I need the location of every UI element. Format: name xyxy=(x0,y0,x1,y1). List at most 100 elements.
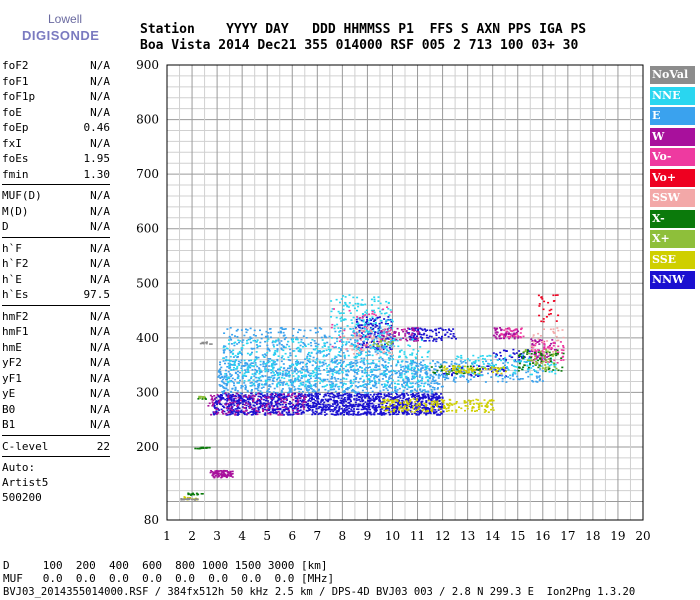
data-point xyxy=(504,335,507,337)
data-point xyxy=(455,368,458,370)
data-point xyxy=(427,380,430,383)
data-point xyxy=(240,329,243,331)
data-point xyxy=(366,383,369,385)
data-point xyxy=(314,385,317,388)
series-nne xyxy=(222,294,558,389)
data-point xyxy=(250,365,253,367)
data-point xyxy=(219,377,222,379)
data-point xyxy=(227,396,230,398)
data-point xyxy=(340,320,343,322)
data-point xyxy=(288,411,291,413)
data-point xyxy=(295,412,298,415)
data-point xyxy=(312,375,315,378)
data-point xyxy=(318,360,321,363)
data-point xyxy=(365,337,368,339)
data-point xyxy=(472,354,475,357)
data-point xyxy=(312,360,315,362)
data-point xyxy=(265,381,267,383)
data-point xyxy=(336,395,339,398)
data-point xyxy=(433,402,436,405)
data-point xyxy=(276,374,279,376)
data-point xyxy=(228,362,231,365)
data-point xyxy=(276,377,279,380)
data-point xyxy=(378,399,381,401)
data-point xyxy=(372,339,375,342)
data-point xyxy=(548,313,551,316)
data-point xyxy=(379,412,382,414)
data-point xyxy=(346,387,349,389)
data-point xyxy=(331,361,334,364)
data-point xyxy=(495,363,497,366)
data-point xyxy=(361,299,364,301)
data-point xyxy=(274,370,277,372)
data-point xyxy=(366,378,369,380)
data-point xyxy=(552,362,555,364)
data-point xyxy=(378,368,381,370)
data-point xyxy=(223,377,226,379)
data-point xyxy=(429,385,432,387)
data-point xyxy=(223,406,225,408)
data-point xyxy=(523,361,526,363)
data-point xyxy=(290,402,293,404)
data-point xyxy=(436,399,438,402)
data-point xyxy=(277,340,280,342)
data-point xyxy=(414,327,417,329)
data-point xyxy=(562,359,565,361)
data-point xyxy=(336,403,339,406)
data-point xyxy=(220,472,223,475)
data-point xyxy=(369,341,372,344)
data-point xyxy=(281,391,284,393)
data-point xyxy=(344,296,347,298)
data-point xyxy=(289,413,292,416)
data-point xyxy=(335,411,338,413)
data-point xyxy=(252,404,255,407)
data-point xyxy=(239,395,242,397)
data-point xyxy=(221,405,224,407)
auto-label: Auto: xyxy=(2,461,36,474)
data-point xyxy=(267,376,270,379)
data-point xyxy=(555,320,558,322)
data-point xyxy=(386,328,389,330)
data-point xyxy=(249,363,252,365)
data-point xyxy=(540,320,543,323)
data-point xyxy=(407,394,410,396)
data-point xyxy=(266,352,269,354)
data-point xyxy=(330,337,333,339)
data-point xyxy=(377,396,380,398)
data-point xyxy=(281,388,284,390)
data-point xyxy=(421,378,424,380)
data-point xyxy=(540,360,543,362)
data-point xyxy=(415,364,418,367)
data-point xyxy=(515,331,518,334)
data-point xyxy=(313,371,316,374)
data-point xyxy=(342,304,345,307)
data-point xyxy=(280,366,283,369)
data-point xyxy=(314,400,317,402)
data-point xyxy=(225,476,228,479)
data-point xyxy=(237,375,240,377)
data-point xyxy=(218,474,221,476)
data-point xyxy=(391,349,393,352)
data-point xyxy=(439,403,442,405)
data-point xyxy=(438,396,441,398)
data-point xyxy=(420,367,423,370)
data-point xyxy=(355,323,358,326)
data-point xyxy=(378,413,381,415)
data-point xyxy=(278,393,281,395)
data-point xyxy=(322,350,325,352)
data-point xyxy=(320,411,323,413)
data-point xyxy=(381,373,384,375)
data-point xyxy=(224,392,227,394)
data-point xyxy=(378,316,381,318)
data-point xyxy=(360,344,363,346)
data-point xyxy=(316,400,319,402)
data-point xyxy=(228,365,231,368)
data-point xyxy=(508,337,511,340)
data-point xyxy=(384,412,387,415)
data-point xyxy=(323,334,326,337)
data-point xyxy=(277,338,280,340)
data-point xyxy=(407,364,410,367)
data-point xyxy=(358,329,361,332)
data-point xyxy=(240,352,243,354)
data-point xyxy=(344,404,347,406)
